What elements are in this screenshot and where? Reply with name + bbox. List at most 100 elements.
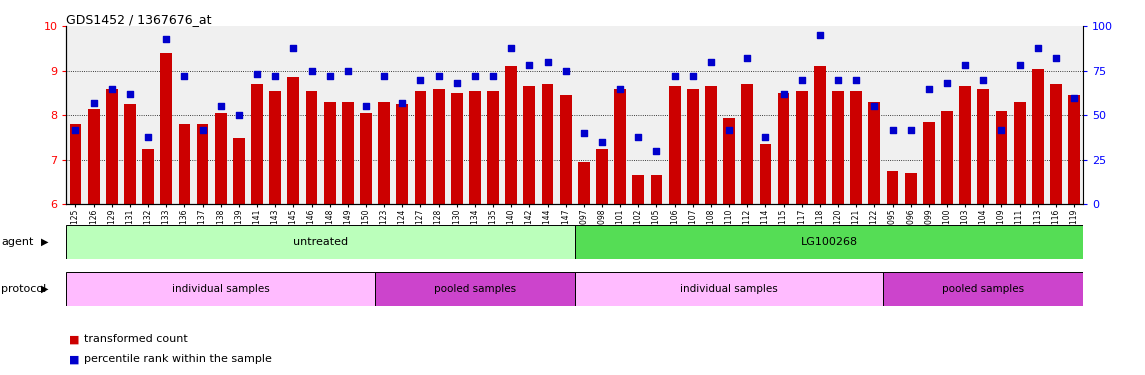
Text: ■: ■: [69, 354, 79, 364]
Bar: [923, 122, 934, 204]
Bar: [523, 86, 536, 204]
Point: [448, 80, 466, 86]
Point: [302, 68, 321, 74]
Text: transformed count: transformed count: [84, 334, 188, 344]
Point: [993, 127, 1011, 133]
Point: [357, 104, 376, 110]
Bar: [197, 124, 208, 204]
Bar: [814, 66, 826, 204]
Bar: [614, 88, 626, 204]
Point: [212, 104, 230, 110]
Bar: [1032, 69, 1044, 204]
Bar: [376, 272, 575, 306]
Bar: [433, 88, 444, 204]
Text: LG100268: LG100268: [800, 237, 858, 247]
Bar: [705, 86, 717, 204]
Bar: [324, 102, 335, 204]
Point: [1011, 62, 1029, 68]
Text: ▶: ▶: [41, 284, 49, 294]
Point: [1028, 45, 1047, 51]
Bar: [70, 124, 81, 204]
Bar: [995, 111, 1008, 204]
Text: GDS1452 / 1367676_at: GDS1452 / 1367676_at: [66, 13, 212, 26]
Bar: [851, 91, 862, 204]
Bar: [575, 272, 884, 306]
Bar: [505, 66, 518, 204]
Point: [411, 77, 429, 83]
Bar: [1013, 102, 1026, 204]
Point: [503, 45, 521, 51]
Point: [611, 86, 630, 92]
Bar: [868, 102, 881, 204]
Point: [266, 73, 284, 79]
Point: [321, 73, 339, 79]
Point: [139, 134, 157, 140]
Bar: [251, 84, 263, 204]
Point: [393, 100, 411, 106]
Bar: [687, 88, 698, 204]
Bar: [960, 86, 971, 204]
Bar: [360, 113, 372, 204]
Bar: [978, 88, 989, 204]
Point: [1047, 56, 1065, 62]
Point: [938, 80, 956, 86]
Bar: [142, 149, 155, 204]
Bar: [306, 91, 317, 204]
Point: [466, 73, 484, 79]
Point: [520, 62, 538, 68]
Point: [757, 134, 775, 140]
Point: [739, 56, 757, 62]
Bar: [650, 176, 663, 204]
Text: agent: agent: [1, 237, 33, 247]
Bar: [1050, 84, 1061, 204]
Bar: [66, 272, 376, 306]
Point: [1065, 94, 1083, 100]
Bar: [232, 138, 245, 204]
Point: [248, 71, 267, 77]
Bar: [287, 78, 299, 204]
Bar: [179, 124, 190, 204]
Bar: [269, 91, 282, 204]
Point: [284, 45, 302, 51]
Point: [919, 86, 938, 92]
Bar: [886, 171, 899, 204]
Point: [593, 139, 611, 145]
Bar: [88, 109, 100, 204]
Point: [556, 68, 575, 74]
Bar: [378, 102, 390, 204]
Bar: [560, 95, 571, 204]
Point: [956, 62, 974, 68]
Point: [647, 148, 665, 154]
Text: percentile rank within the sample: percentile rank within the sample: [84, 354, 271, 364]
Point: [538, 59, 556, 65]
Text: individual samples: individual samples: [172, 284, 269, 294]
Bar: [575, 225, 1083, 259]
Point: [85, 100, 103, 106]
Point: [484, 73, 503, 79]
Point: [866, 104, 884, 110]
Point: [702, 59, 720, 65]
Bar: [832, 91, 844, 204]
Point: [901, 127, 919, 133]
Point: [429, 73, 448, 79]
Bar: [597, 149, 608, 204]
Point: [157, 36, 175, 42]
Bar: [542, 84, 553, 204]
Bar: [342, 102, 354, 204]
Bar: [215, 113, 227, 204]
Point: [575, 130, 593, 136]
Point: [103, 86, 121, 92]
Text: ▶: ▶: [41, 237, 49, 247]
Point: [684, 73, 702, 79]
Point: [121, 91, 140, 97]
Bar: [777, 93, 790, 204]
Point: [175, 73, 194, 79]
Bar: [905, 173, 917, 204]
Bar: [487, 91, 499, 204]
Point: [720, 127, 739, 133]
Point: [974, 77, 993, 83]
Bar: [796, 91, 807, 204]
Bar: [578, 162, 590, 204]
Bar: [124, 104, 136, 204]
Text: protocol: protocol: [1, 284, 47, 294]
